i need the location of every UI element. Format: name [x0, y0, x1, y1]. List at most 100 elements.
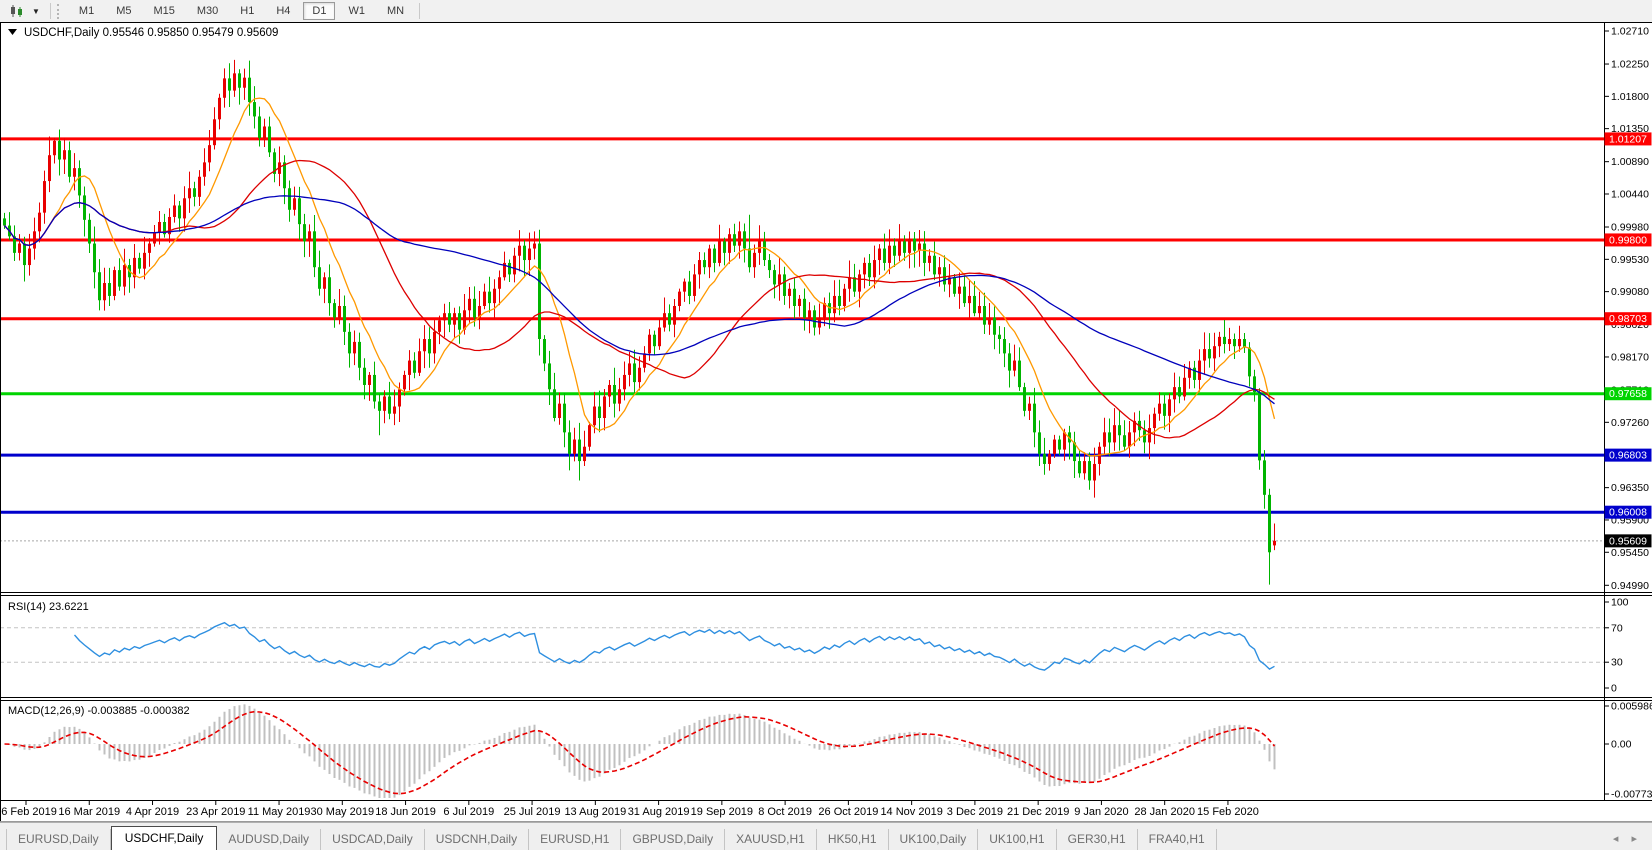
- macd-tick-label: 0.00: [1611, 739, 1632, 751]
- date-tick-label: 8 Oct 2019: [758, 806, 812, 818]
- svg-text:0.99800: 0.99800: [1609, 234, 1647, 246]
- toolbar-grip[interactable]: [56, 3, 63, 19]
- tab-ger30-h1[interactable]: GER30,H1: [1057, 829, 1138, 850]
- date-tick-label: 30 May 2019: [310, 806, 374, 818]
- tab-hk50-h1[interactable]: HK50,H1: [817, 829, 889, 850]
- price-level-label: 0.96008: [1604, 505, 1652, 519]
- date-tick-label: 26 Feb 2019: [0, 806, 57, 818]
- price-tick-label: 0.97260: [1611, 417, 1649, 429]
- price-tick-label: 1.02250: [1611, 59, 1649, 71]
- chart-canvas[interactable]: USDCHF,Daily 0.95546 0.95850 0.95479 0.9…: [0, 22, 1652, 822]
- svg-text:1.01207: 1.01207: [1609, 133, 1647, 145]
- price-level-label: 0.98703: [1604, 312, 1652, 326]
- price-tick-label: 1.01800: [1611, 91, 1649, 103]
- candlestick-chart-icon[interactable]: [4, 2, 30, 20]
- price-tick-label: 0.99980: [1611, 222, 1649, 234]
- tf-button-h4[interactable]: H4: [276, 5, 291, 17]
- timeframe-toolbar: ▼ M1 M5 M15 M30 H1 H4 D1 W1 MN: [0, 0, 1652, 22]
- tf-button-m30[interactable]: M30: [196, 5, 219, 17]
- price-tick-label: 0.99530: [1611, 254, 1649, 266]
- tf-button-m5[interactable]: M5: [116, 5, 132, 17]
- chart-menu-arrow-icon[interactable]: [8, 29, 17, 35]
- rsi-tick-label: 100: [1611, 597, 1629, 609]
- price-axis[interactable]: 1.02710 1.02250 1.01800 1.01350 1.00890 1.004…: [1604, 26, 1652, 801]
- tab-usdchf-daily[interactable]: USDCHF,Daily: [110, 826, 218, 850]
- macd-label: MACD(12,26,9) -0.003885 -0.000382: [8, 705, 190, 717]
- candlesticks: [3, 59, 1276, 585]
- tab-uk100-daily[interactable]: UK100,Daily: [889, 829, 979, 850]
- date-tick-label: 16 Mar 2019: [58, 806, 120, 818]
- price-level-label: 0.99800: [1604, 233, 1652, 247]
- price-level-label: 1.01207: [1604, 132, 1652, 146]
- date-tick-label: 14 Nov 2019: [880, 806, 942, 818]
- chart-tab-bar: EURUSD,Daily USDCHF,Daily AUDUSD,Daily U…: [0, 822, 1652, 850]
- tab-fra40-h1[interactable]: FRA40,H1: [1138, 829, 1217, 850]
- date-tick-label: 6 Jul 2019: [443, 806, 494, 818]
- date-tick-label: 3 Dec 2019: [947, 806, 1003, 818]
- date-tick-label: 9 Jan 2020: [1074, 806, 1128, 818]
- date-tick-label: 25 Jul 2019: [504, 806, 561, 818]
- rsi-label: RSI(14) 23.6221: [8, 601, 89, 613]
- price-tick-label: 0.94990: [1611, 580, 1649, 592]
- caret-down-icon[interactable]: ▼: [32, 6, 40, 16]
- svg-text:0.96803: 0.96803: [1609, 450, 1647, 462]
- macd-signal-line: [4, 710, 1276, 795]
- price-tick-label: 1.00890: [1611, 156, 1649, 168]
- tf-button-mn[interactable]: MN: [386, 5, 405, 17]
- svg-text:0.98703: 0.98703: [1609, 313, 1647, 325]
- price-tick-label: 0.98170: [1611, 351, 1649, 363]
- tab-audusd-daily[interactable]: AUDUSD,Daily: [217, 829, 322, 850]
- ma-line-10: [4, 97, 1276, 457]
- tab-eurusd-daily[interactable]: EURUSD,Daily: [6, 829, 111, 850]
- date-tick-label: 28 Jan 2020: [1134, 806, 1195, 818]
- toolbar-separator: [419, 3, 421, 19]
- tf-button-h1[interactable]: H1: [240, 5, 255, 17]
- ma-line-62: [4, 195, 1275, 405]
- date-tick-label: 18 Jun 2019: [375, 806, 436, 818]
- tab-uk100-h1[interactable]: UK100,H1: [978, 829, 1057, 850]
- ma-line-30: [4, 159, 1275, 439]
- tab-eurusd-h1[interactable]: EURUSD,H1: [529, 829, 622, 850]
- tf-button-w1[interactable]: W1: [348, 5, 365, 17]
- ohlc-info-line: USDCHF,Daily 0.95546 0.95850 0.95479 0.9…: [24, 27, 278, 39]
- time-axis[interactable]: 26 Feb 2019 16 Mar 2019 4 Apr 2019 23 Apr 2…: [0, 800, 1259, 818]
- tab-usdcad-daily[interactable]: USDCAD,Daily: [321, 829, 425, 850]
- tab-usdcnh-daily[interactable]: USDCNH,Daily: [425, 829, 530, 850]
- price-tick-label: 0.95450: [1611, 547, 1649, 559]
- date-tick-label: 23 Apr 2019: [186, 806, 245, 818]
- rsi-tick-label: 30: [1611, 657, 1623, 669]
- price-tick-label: 1.01350: [1611, 123, 1649, 135]
- rsi-tick-label: 0: [1611, 683, 1617, 695]
- price-tick-label: 1.02710: [1611, 26, 1649, 38]
- scroll-tabs-right-icon[interactable]: ▸: [1631, 833, 1637, 845]
- tab-scroll-arrows: ◂ ▸: [1608, 832, 1642, 845]
- price-tick-label: 0.96350: [1611, 482, 1649, 494]
- rsi-line: [73, 621, 1275, 671]
- tf-button-m15[interactable]: M15: [153, 5, 175, 17]
- date-tick-label: 26 Oct 2019: [818, 806, 878, 818]
- svg-text:0.97658: 0.97658: [1609, 388, 1647, 400]
- scroll-tabs-left-icon[interactable]: ◂: [1612, 833, 1619, 845]
- date-tick-label: 19 Sep 2019: [691, 806, 753, 818]
- support-resistance-lines[interactable]: [0, 137, 1604, 514]
- svg-text:0.96008: 0.96008: [1609, 507, 1647, 519]
- tf-button-d1[interactable]: D1: [303, 2, 336, 20]
- svg-text:0.95609: 0.95609: [1609, 535, 1647, 547]
- price-level-label: 0.95609: [1604, 534, 1652, 548]
- price-tick-label: 1.00440: [1611, 188, 1649, 200]
- tab-xauusd-h1[interactable]: XAUUSD,H1: [725, 829, 817, 850]
- macd-tick-label: 0.005986: [1611, 701, 1652, 713]
- price-tick-label: 0.99080: [1611, 286, 1649, 298]
- price-level-label: 0.96803: [1604, 448, 1652, 462]
- date-tick-label: 4 Apr 2019: [126, 806, 179, 818]
- toolbar-separator: [49, 3, 51, 19]
- price-level-label: 0.97658: [1604, 387, 1652, 401]
- tf-button-m1[interactable]: M1: [78, 5, 95, 17]
- date-tick-label: 15 Feb 2020: [1197, 806, 1259, 818]
- macd-tick-label: -0.007737: [1611, 789, 1652, 801]
- rsi-tick-label: 70: [1611, 622, 1623, 634]
- date-tick-label: 11 May 2019: [248, 806, 311, 818]
- date-tick-label: 21 Dec 2019: [1007, 806, 1069, 818]
- date-tick-label: 13 Aug 2019: [564, 806, 626, 818]
- tab-gbpusd-daily[interactable]: GBPUSD,Daily: [621, 829, 726, 850]
